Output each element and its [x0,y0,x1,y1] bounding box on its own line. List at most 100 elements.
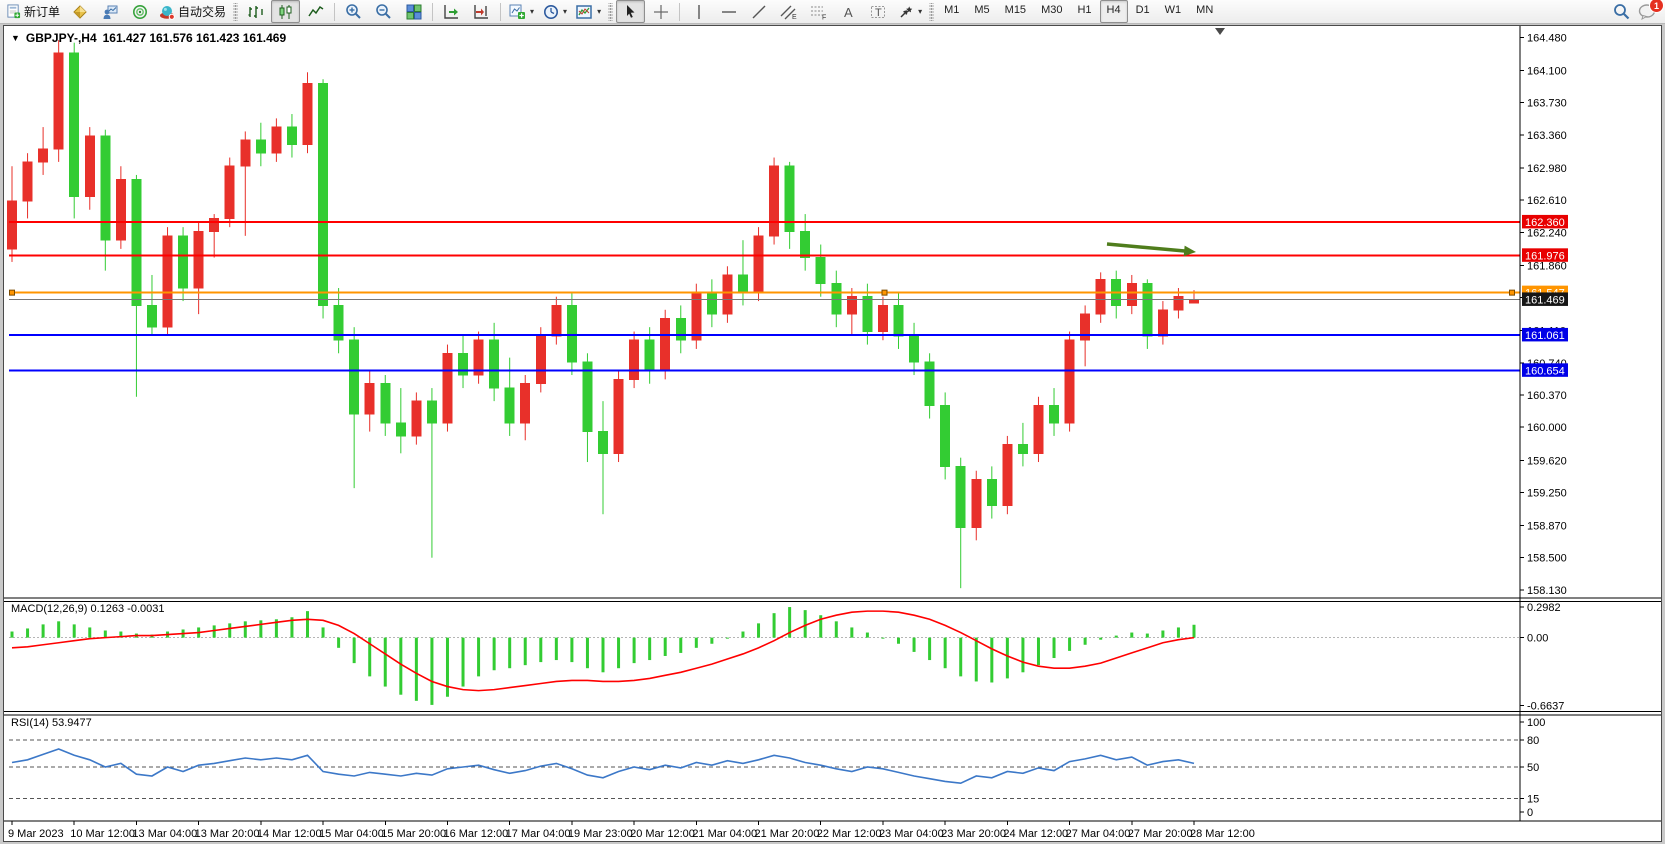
zoom-out-button[interactable] [369,0,398,23]
svg-text:161.976: 161.976 [1525,250,1565,262]
svg-text:163.730: 163.730 [1527,98,1567,110]
svg-text:160.370: 160.370 [1527,390,1567,402]
timeframe-w1-button[interactable]: W1 [1164,4,1182,16]
cursor-button[interactable] [616,0,646,23]
new-chart-button[interactable]: ▾ [505,0,538,23]
svg-text:19 Mar 23:00: 19 Mar 23:00 [568,828,633,840]
svg-text:160.000: 160.000 [1527,422,1567,434]
line-chart-icon [307,5,323,16]
chart-shift-button[interactable] [467,0,496,23]
macd-panel: 0.2982 0.00 -0.6637 [9,602,1564,712]
svg-text:13 Mar 20:00: 13 Mar 20:00 [195,828,260,840]
panel-separators[interactable] [4,26,1661,822]
template-icon [576,4,592,19]
macd-indicator-label: MACD(12,26,9) 0.1263 -0.0031 [11,603,165,615]
svg-text:27 Mar 04:00: 27 Mar 04:00 [1066,828,1131,840]
zoom-in-button[interactable] [339,0,368,23]
svg-text:0.2982: 0.2982 [1527,602,1561,614]
main-toolbar: 新订单 自动交易 [0,0,1665,24]
rsi-panel: 100 80 50 150 [9,717,1545,819]
new-order-button[interactable]: 新订单 [2,0,64,23]
svg-text:162.980: 162.980 [1527,163,1567,175]
horizontal-line-icon [721,10,736,13]
vertical-line-button[interactable] [684,0,713,23]
svg-text:159.620: 159.620 [1527,455,1567,467]
svg-text:23 Mar 04:00: 23 Mar 04:00 [879,828,944,840]
autotrading-button[interactable]: 自动交易 [155,0,230,23]
text-a-icon: A [844,5,853,20]
svg-text:160.654: 160.654 [1525,365,1565,377]
chart-shift-marker[interactable] [1215,28,1225,35]
timeframe-m30-button[interactable]: M30 [1041,4,1063,16]
equidistant-channel-button[interactable]: E [774,0,803,23]
svg-text:-0.6637: -0.6637 [1527,700,1564,712]
candlestick-chart-button[interactable] [271,0,301,23]
horizontal-lines[interactable]: 162.360161.976161.547161.469161.061160.6… [9,214,1568,377]
svg-text:164.100: 164.100 [1527,66,1567,78]
arrows-shapes-icon [900,5,913,18]
dropdown-caret-icon: ▾ [597,7,602,16]
timeframe-d1-button[interactable]: D1 [1135,4,1150,16]
chat-button[interactable]: 1 [1638,0,1664,20]
svg-text:24 Mar 12:00: 24 Mar 12:00 [1003,828,1068,840]
timeframe-mn-button[interactable]: MN [1196,4,1214,16]
notification-badge: 1 [1649,0,1664,13]
auto-scroll-button[interactable] [437,0,466,23]
svg-text:15 Mar 04:00: 15 Mar 04:00 [319,828,384,840]
timeframe-m5-button[interactable]: M5 [974,4,990,16]
timeframe-h4-button[interactable]: H4 [1099,0,1128,23]
svg-text:22 Mar 12:00: 22 Mar 12:00 [817,828,882,840]
svg-text:16 Mar 12:00: 16 Mar 12:00 [443,828,508,840]
line-chart-button[interactable] [301,0,330,23]
svg-text:A: A [844,5,853,20]
toolbar-grip[interactable] [233,2,239,21]
trendline-button[interactable] [744,0,773,23]
navigator-button[interactable] [125,0,154,23]
svg-text:E: E [792,14,797,20]
text-label-button[interactable]: T [864,0,893,23]
chart-ohlc-values: 161.427 161.576 161.423 161.469 [102,31,287,45]
fibonacci-button[interactable]: F [804,0,833,23]
search-icon[interactable] [1613,3,1630,20]
svg-text:17 Mar 04:00: 17 Mar 04:00 [506,828,571,840]
trend-arrow[interactable] [1106,242,1196,257]
vertical-line-icon [697,4,700,19]
horizontal-line-button[interactable] [714,0,743,23]
timeframe-m1-button[interactable]: M1 [944,4,960,16]
svg-text:163.360: 163.360 [1527,130,1567,142]
fibonacci-icon: F [810,6,826,20]
one-click-trading-expander[interactable]: ▼ [11,33,20,43]
new-chart-icon [509,4,526,19]
svg-text:T: T [875,7,882,19]
chart-symbol-title: GBPJPY-,H4 [25,31,97,45]
toolbar-separator [432,2,434,21]
gold-diamond-icon [72,4,87,19]
svg-text:161.860: 161.860 [1527,260,1567,272]
svg-text:0: 0 [1527,807,1533,819]
trendline-icon [752,5,766,18]
svg-text:14 Mar 12:00: 14 Mar 12:00 [257,828,322,840]
autotrading-label: 自动交易 [178,5,227,19]
data-window-button[interactable] [95,0,124,23]
templates-button[interactable]: ▾ [572,0,605,23]
clock-icon [544,4,559,19]
text-button[interactable]: A [834,0,863,23]
toolbar-grip[interactable] [929,2,935,21]
market-watch-button[interactable] [65,0,94,23]
crosshair-button[interactable] [646,0,675,23]
arrows-button[interactable]: ▾ [894,0,926,23]
toolbar-grip[interactable] [608,2,614,21]
chart-window[interactable]: ▼ GBPJPY-,H4 161.427 161.576 161.423 161… [3,25,1662,842]
timeframe-m15-button[interactable]: M15 [1004,4,1027,16]
timeframe-h1-button[interactable]: H1 [1077,4,1092,16]
chart-canvas[interactable]: 164.480 164.100 163.730 163.360 162.980 162.6… [4,26,1661,841]
periods-button[interactable]: ▾ [539,0,571,23]
bar-chart-button[interactable] [241,0,270,23]
zoom-out-icon [376,4,391,19]
svg-text:21 Mar 20:00: 21 Mar 20:00 [755,828,820,840]
svg-text:28 Mar 12:00: 28 Mar 12:00 [1190,828,1255,840]
svg-text:164.480: 164.480 [1527,32,1567,44]
tile-windows-button[interactable] [399,0,428,23]
radar-icon [132,4,147,19]
